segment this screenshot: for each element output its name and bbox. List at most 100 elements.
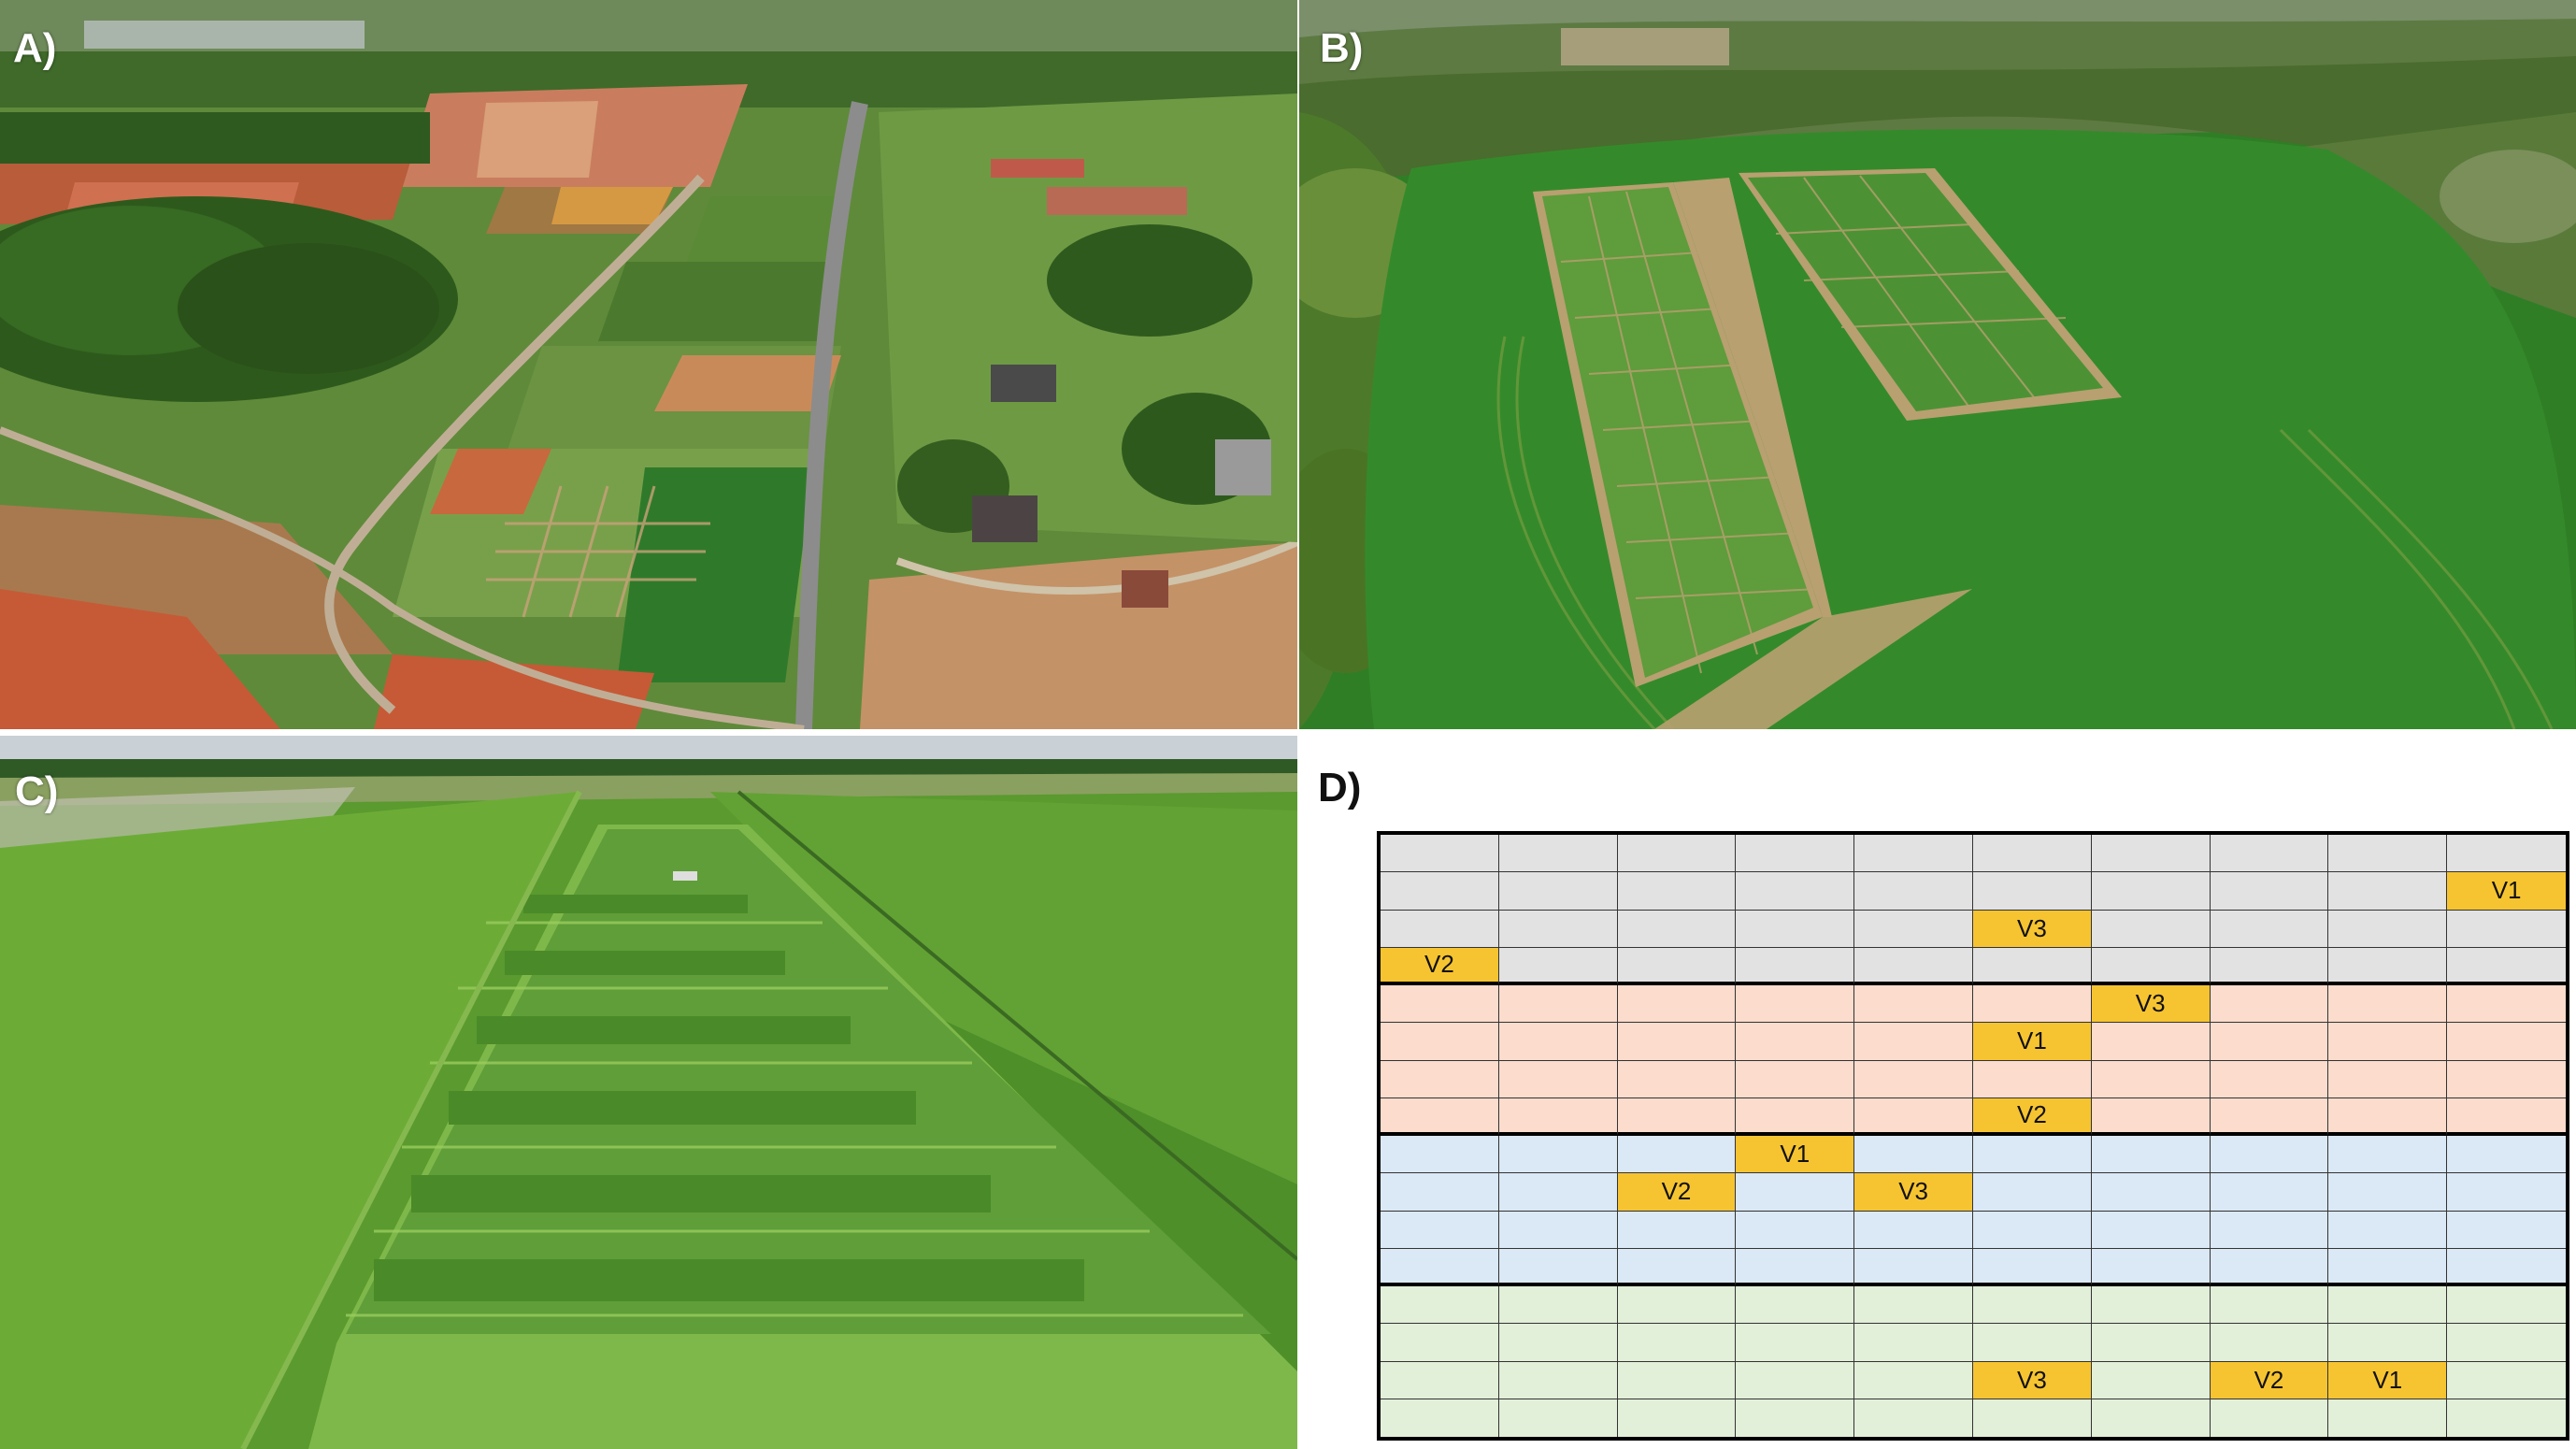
plot-cell	[1381, 985, 1499, 1024]
plot-cell	[2328, 1248, 2448, 1286]
plot-cell	[1854, 1361, 1973, 1399]
plot-cell	[1736, 1286, 1855, 1325]
plot-cell	[2210, 1399, 2329, 1437]
plot-cell	[1617, 1361, 1737, 1399]
plot-cell	[1973, 1399, 2092, 1437]
plot-cell	[1736, 910, 1855, 948]
plot-cell	[1854, 985, 1973, 1024]
plot-cell	[1973, 1136, 2092, 1174]
panel-d-label: D)	[1318, 765, 1362, 811]
plot-cell	[2447, 1023, 2566, 1061]
plot-cell	[1498, 1286, 1618, 1325]
plot-cell	[2210, 1098, 2329, 1136]
plot-cell	[1736, 1324, 1855, 1362]
plot-cell	[2447, 1324, 2566, 1362]
variety-plot-cell: V3	[2091, 985, 2211, 1024]
plot-cell	[2447, 1173, 2566, 1212]
plot-cell	[1854, 1324, 1973, 1362]
plot-cell	[2447, 910, 2566, 948]
variety-plot-cell: V1	[1973, 1023, 2092, 1061]
plot-cell	[1617, 835, 1737, 873]
plot-cell	[1736, 1399, 1855, 1437]
plot-cell	[2328, 1136, 2448, 1174]
plot-cell	[1973, 1173, 2092, 1212]
field-plots-photo	[1299, 0, 2576, 729]
plot-cell	[2210, 910, 2329, 948]
plot-cell	[2091, 1399, 2211, 1437]
plot-cell	[2328, 872, 2448, 911]
plot-cell	[1381, 910, 1499, 948]
field-trial-photo	[0, 736, 1297, 1449]
plot-cell	[1498, 835, 1618, 873]
plot-cell	[2210, 1248, 2329, 1286]
variety-plot-cell: V1	[2328, 1361, 2448, 1399]
plot-cell	[1498, 1324, 1618, 1362]
plot-cell	[2091, 1023, 2211, 1061]
plot-cell	[2091, 910, 2211, 948]
plot-cell	[2328, 1286, 2448, 1325]
aerial-farm-photo	[0, 0, 1297, 729]
plot-cell	[1381, 1361, 1499, 1399]
plot-cell	[2328, 1324, 2448, 1362]
plot-cell	[1381, 1211, 1499, 1249]
plot-cell	[1736, 947, 1855, 985]
plot-cell	[1498, 910, 1618, 948]
plot-cell	[1736, 872, 1855, 911]
plot-cell	[1854, 1248, 1973, 1286]
plot-cell	[2210, 1286, 2329, 1325]
plot-cell	[1973, 947, 2092, 985]
plot-cell	[2447, 947, 2566, 985]
plot-cell	[2328, 947, 2448, 985]
plot-cell	[2328, 985, 2448, 1024]
plot-cell	[2091, 1136, 2211, 1174]
panel-c-label: C)	[15, 768, 59, 814]
plot-cell	[2447, 985, 2566, 1024]
plot-cell	[2328, 1173, 2448, 1212]
plot-cell	[2447, 1399, 2566, 1437]
plot-cell	[1498, 985, 1618, 1024]
plot-cell	[2328, 1211, 2448, 1249]
plot-cell	[1498, 1023, 1618, 1061]
plot-cell	[1973, 835, 2092, 873]
plot-cell	[1381, 1324, 1499, 1362]
plot-cell	[2091, 1060, 2211, 1098]
plot-cell	[2091, 835, 2211, 873]
plot-cell	[1498, 1361, 1618, 1399]
plot-cell	[1854, 947, 1973, 985]
plot-cell	[1381, 1136, 1499, 1174]
plot-cell	[1617, 1023, 1737, 1061]
plot-cell	[2210, 835, 2329, 873]
variety-plot-cell: V3	[1973, 1361, 2092, 1399]
variety-plot-cell: V2	[1617, 1173, 1737, 1212]
plot-cell	[1498, 1399, 1618, 1437]
variety-plot-cell: V2	[1381, 947, 1499, 985]
plot-cell	[1617, 910, 1737, 948]
plot-cell	[2091, 1324, 2211, 1362]
plot-cell	[2447, 1286, 2566, 1325]
plot-cell	[1736, 1060, 1855, 1098]
plot-cell	[1498, 1173, 1618, 1212]
plot-cell	[2328, 1060, 2448, 1098]
plot-cell	[2210, 985, 2329, 1024]
plot-cell	[1381, 1248, 1499, 1286]
plot-cell	[1973, 872, 2092, 911]
variety-plot-cell: V3	[1973, 910, 2092, 948]
variety-plot-cell: V2	[1973, 1098, 2092, 1136]
plot-cell	[1736, 1173, 1855, 1212]
plot-cell	[2210, 1211, 2329, 1249]
plot-cell	[1736, 1361, 1855, 1399]
plot-cell	[2091, 1248, 2211, 1286]
plot-cell	[1854, 1136, 1973, 1174]
plot-cell	[1973, 1286, 2092, 1325]
plot-cell	[2447, 1136, 2566, 1174]
plot-cell	[2210, 947, 2329, 985]
plot-cell	[1617, 1248, 1737, 1286]
plot-cell	[2328, 835, 2448, 873]
plot-cell	[1617, 947, 1737, 985]
plot-cell	[1617, 872, 1737, 911]
plot-cell	[1498, 1136, 1618, 1174]
plot-cell	[1381, 872, 1499, 911]
plot-cell	[2091, 1286, 2211, 1325]
plot-cell	[2091, 1098, 2211, 1136]
plot-cell	[1617, 1136, 1737, 1174]
